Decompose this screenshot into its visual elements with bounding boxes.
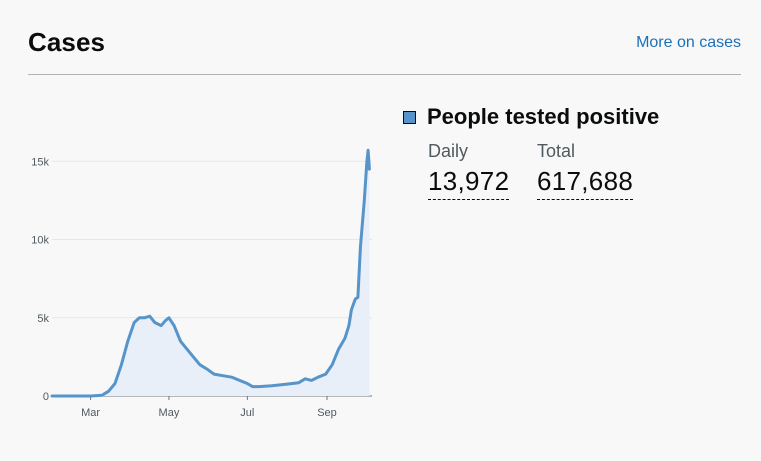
title-divider [28, 74, 741, 75]
card-title: Cases [28, 27, 106, 57]
series-area [52, 150, 370, 396]
y-tick-label: 10k [31, 235, 49, 247]
daily-value[interactable]: 13,972 [428, 166, 510, 200]
legend-item: People tested positive [403, 104, 659, 130]
y-tick-label: 0 [43, 391, 49, 403]
x-tick-label: Sep [317, 407, 337, 419]
more-on-cases-link[interactable]: More on cases [636, 34, 741, 51]
y-tick-label: 15k [31, 156, 49, 168]
legend-swatch-icon [403, 110, 416, 124]
daily-metric: Daily 13,972 [428, 141, 510, 200]
x-tick-label: May [159, 407, 180, 419]
x-tick-label: Jul [240, 407, 254, 419]
total-metric: Total 617,688 [537, 141, 634, 200]
legend-label: People tested positive [427, 104, 660, 129]
series-line [50, 148, 371, 398]
daily-label: Daily [428, 141, 469, 161]
cases-chart: 0 5k 10k 15k Mar May Jul Sep [31, 148, 372, 419]
total-value[interactable]: 617,688 [537, 166, 634, 200]
total-label: Total [537, 141, 576, 161]
x-tick-label: Mar [81, 407, 100, 419]
y-tick-label: 5k [37, 313, 49, 325]
